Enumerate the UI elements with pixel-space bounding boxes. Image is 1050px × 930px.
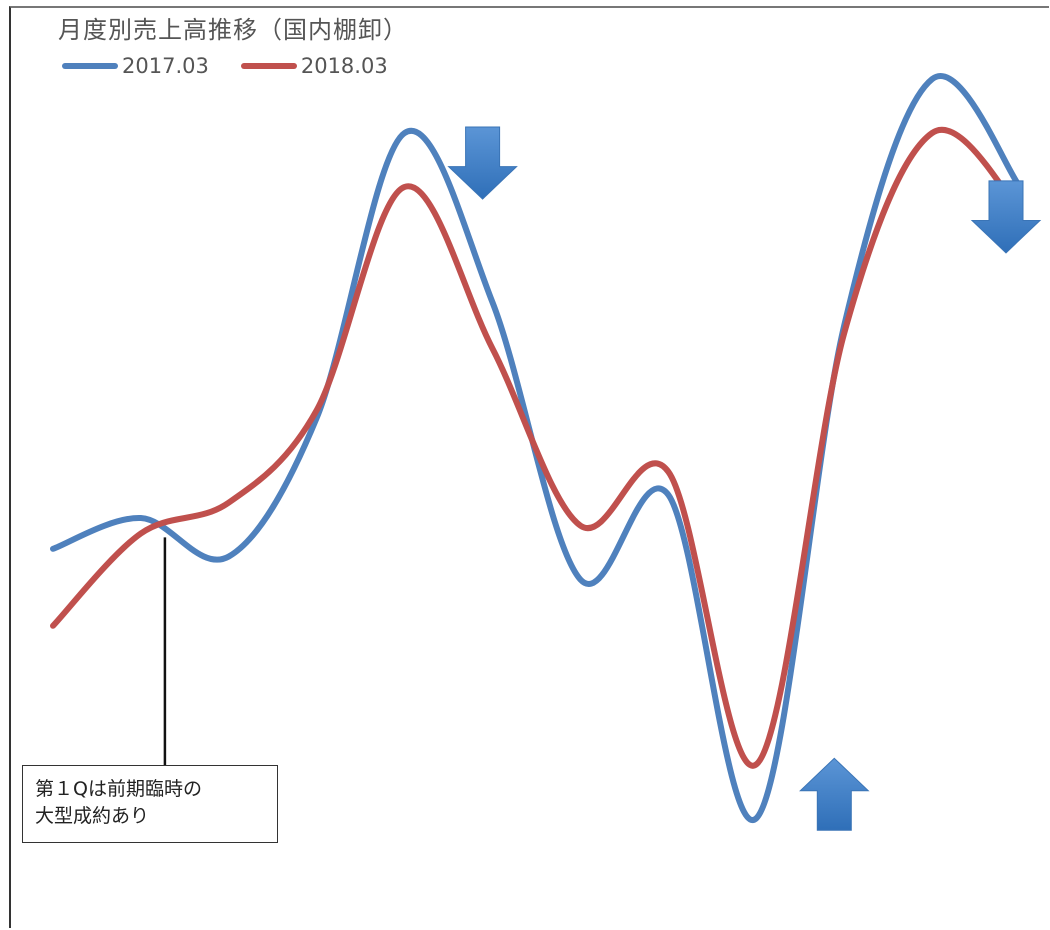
legend-swatch-2018	[240, 63, 297, 69]
series-line-2018.03	[50, 127, 1023, 769]
up-arrow-icon-1	[799, 757, 870, 831]
legend-label-2017: 2017.03	[122, 54, 209, 78]
legend-swatch-2017	[62, 63, 118, 69]
legend: 2017.03 2018.03	[62, 54, 420, 78]
legend-item-2018: 2018.03	[240, 54, 388, 78]
chart-frame	[9, 6, 1049, 928]
down-arrow-icon-2	[970, 180, 1042, 254]
legend-item-2017: 2017.03	[62, 54, 209, 78]
legend-label-2018: 2018.03	[300, 54, 388, 78]
annotation-note: 第１Qは前期臨時の 大型成約あり	[22, 765, 278, 843]
annotation-line-1: 第１Qは前期臨時の	[35, 778, 202, 800]
annotation-line-2: 大型成約あり	[35, 805, 150, 827]
down-arrow-icon-0	[447, 126, 518, 200]
chart-title: 月度別売上高推移（国内棚卸）	[58, 16, 408, 44]
